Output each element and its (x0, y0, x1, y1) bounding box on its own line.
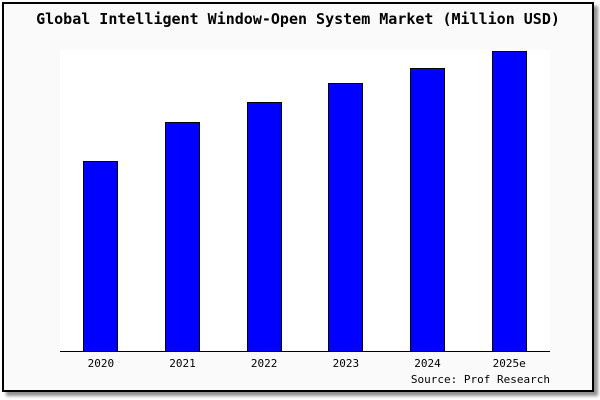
bar-2024 (410, 68, 445, 351)
x-tick-label-2021: 2021 (169, 357, 196, 370)
x-tick-label-2024: 2024 (414, 357, 441, 370)
source-label: Source: Prof Research (410, 373, 550, 386)
figure-frame: Global Intelligent Window-Open System Ma… (2, 2, 594, 392)
bar-2025e (491, 50, 527, 351)
x-tick-label-2023: 2023 (332, 357, 360, 370)
x-axis-labels: 2020 2021 2022 2023 2024 2025e (60, 357, 550, 373)
x-tick-label-2020: 2020 (87, 357, 115, 370)
bar-2023 (328, 83, 364, 351)
chart-title: Global Intelligent Window-Open System Ma… (36, 10, 560, 28)
plot-area (60, 50, 550, 352)
x-tick-label-2022: 2022 (250, 357, 278, 370)
x-tick-label-2025e: 2025e (492, 357, 526, 370)
bar-2021 (165, 121, 200, 351)
bar-2020 (83, 161, 119, 351)
bar-2022 (246, 102, 282, 351)
